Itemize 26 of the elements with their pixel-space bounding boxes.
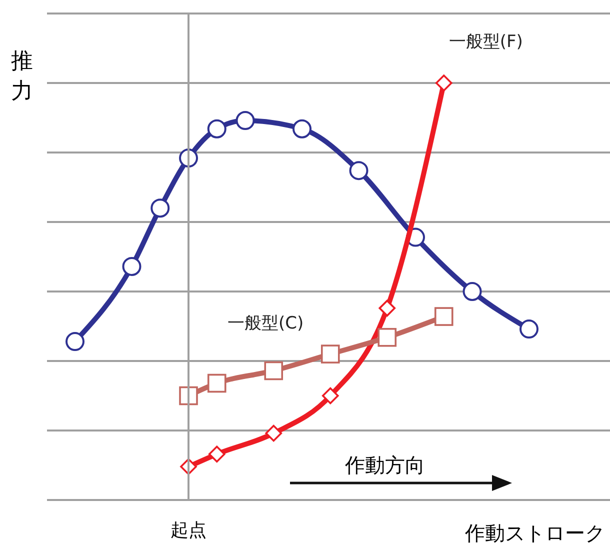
text: 起点 bbox=[170, 520, 206, 541]
point bbox=[520, 320, 538, 339]
point bbox=[434, 307, 454, 326]
point bbox=[320, 344, 340, 364]
series-label: 一般型(F) bbox=[448, 32, 523, 52]
point bbox=[462, 282, 482, 301]
series-label: 一般型(C) bbox=[228, 314, 304, 334]
point bbox=[208, 446, 226, 463]
annotation: 作動方向 bbox=[344, 453, 425, 477]
point bbox=[179, 386, 198, 406]
point bbox=[349, 161, 368, 180]
point bbox=[236, 111, 255, 130]
point bbox=[66, 332, 84, 352]
point bbox=[378, 300, 396, 317]
point bbox=[122, 256, 142, 276]
point bbox=[264, 361, 284, 380]
x-axis-title: 作動ストローク bbox=[464, 521, 605, 544]
point bbox=[207, 119, 226, 138]
point bbox=[322, 387, 339, 404]
point bbox=[378, 328, 397, 347]
point bbox=[292, 119, 312, 138]
point bbox=[435, 74, 452, 92]
point bbox=[265, 424, 282, 442]
point bbox=[207, 374, 226, 393]
y-axis-title: 推力 bbox=[11, 49, 33, 104]
point bbox=[150, 198, 170, 218]
